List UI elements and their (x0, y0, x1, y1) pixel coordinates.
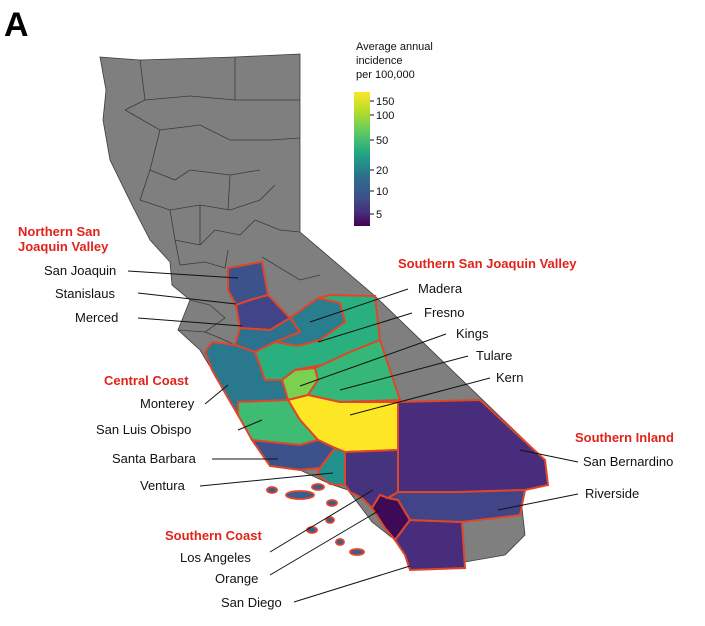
label-orange: Orange (215, 571, 258, 586)
county-san-diego (393, 518, 467, 572)
region-labels: Northern San Joaquin Valley Southern San… (18, 224, 674, 543)
legend: Average annual incidence per 100,000 150… (354, 41, 433, 226)
legend-tick-50: 50 (376, 135, 388, 147)
region-label-southern-coast: Southern Coast (165, 528, 262, 543)
region-label-southern-inland: Southern Inland (575, 430, 674, 445)
label-ventura: Ventura (140, 478, 186, 493)
legend-tick-150: 150 (376, 96, 394, 108)
label-san-joaquin: San Joaquin (44, 263, 116, 278)
county-san-bernardino (397, 398, 550, 493)
label-fresno: Fresno (424, 305, 464, 320)
label-madera: Madera (418, 281, 463, 296)
label-san-luis-obispo: San Luis Obispo (96, 422, 191, 437)
legend-colorbar (354, 92, 370, 226)
legend-tick-20: 20 (376, 165, 388, 177)
label-kings: Kings (456, 326, 489, 341)
legend-tick-10: 10 (376, 186, 388, 198)
legend-title-line-1: Average annual (356, 41, 433, 53)
legend-tick-100: 100 (376, 110, 394, 122)
label-san-bernardino: San Bernardino (583, 454, 673, 469)
leader-lines (127, 270, 579, 603)
region-label-northern-sjv-line-2: Joaquin Valley (18, 239, 109, 254)
county-labels: San Joaquin Stanislaus Merced Madera Fre… (44, 263, 673, 610)
label-merced: Merced (75, 310, 118, 325)
gray-county-borders (124, 57, 321, 346)
label-tulare: Tulare (476, 348, 512, 363)
county-riverside (385, 488, 527, 524)
panel-letter: A (4, 6, 29, 44)
label-stanislaus: Stanislaus (55, 286, 115, 301)
region-label-central-coast: Central Coast (104, 373, 189, 388)
legend-tick-5: 5 (376, 209, 382, 221)
label-santa-barbara: Santa Barbara (112, 451, 197, 466)
channel-islands (266, 483, 365, 556)
legend-title-line-3: per 100,000 (356, 69, 415, 81)
county-shapes (203, 260, 550, 572)
label-san-diego: San Diego (221, 595, 282, 610)
county-fresno (253, 293, 382, 381)
label-monterey: Monterey (140, 396, 195, 411)
region-label-southern-sjv: Southern San Joaquin Valley (398, 256, 577, 271)
label-kern: Kern (496, 370, 523, 385)
county-tulare (306, 338, 402, 404)
label-los-angeles: Los Angeles (180, 550, 251, 565)
region-label-northern-sjv-line-1: Northern San (18, 224, 100, 239)
legend-title-line-2: incidence (356, 55, 402, 67)
label-riverside: Riverside (585, 486, 639, 501)
